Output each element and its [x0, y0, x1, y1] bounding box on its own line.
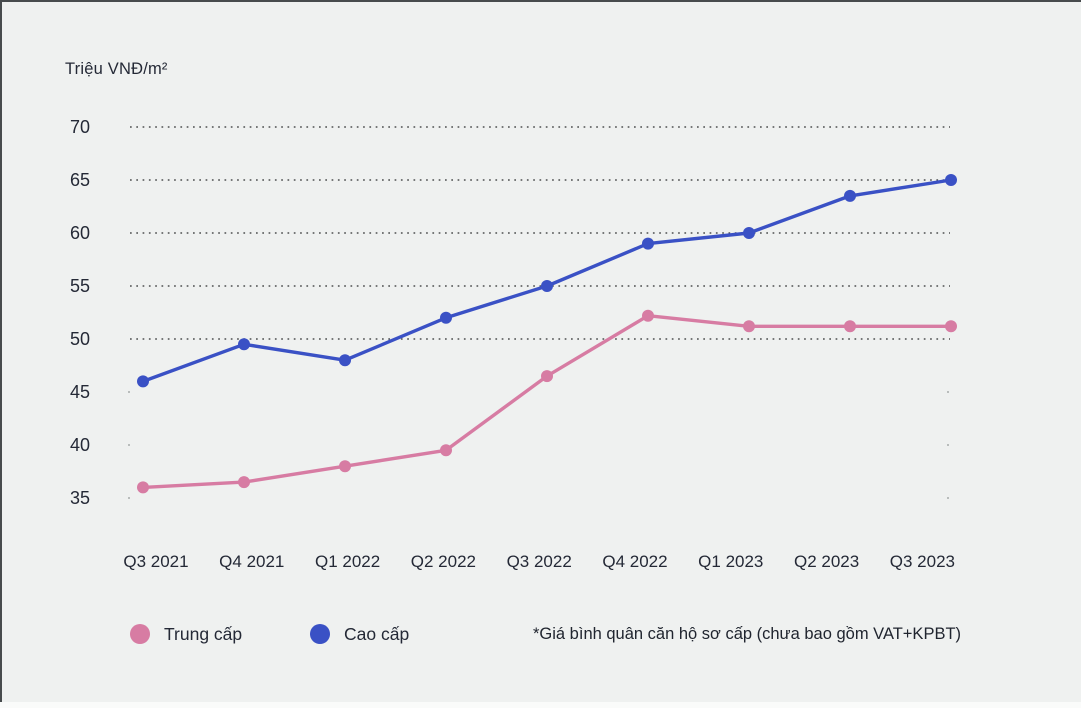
x-axis-label-q4-2022: Q4 2022 — [602, 552, 667, 571]
data-point-trung-cap-q1-2022 — [339, 460, 351, 473]
data-point-trung-cap-q3-2022 — [541, 370, 553, 383]
bottom-strip — [0, 702, 1081, 708]
legend-swatch-cao-cap-icon — [310, 624, 330, 644]
data-point-cao-cap-q1-2022 — [339, 354, 351, 367]
data-point-cao-cap-q2-2023 — [844, 189, 856, 202]
y-axis-tick-label-55: 55 — [70, 276, 90, 296]
x-axis-label-q1-2022: Q1 2022 — [315, 552, 380, 571]
chart-legend: Trung cấp Cao cấp — [0, 622, 1081, 646]
legend-item-cao-cap: Cao cấp — [310, 622, 409, 646]
y-axis-tick-label-45: 45 — [70, 382, 90, 402]
top-frame-border — [0, 0, 1081, 2]
x-axis-label-q2-2023: Q2 2023 — [794, 552, 859, 571]
series-line-trung-cap — [141, 314, 953, 490]
data-point-cao-cap-q3-2022 — [541, 280, 553, 292]
y-axis-tick-label-70: 70 — [70, 117, 90, 137]
data-point-trung-cap-q3-2023 — [945, 320, 957, 333]
y-axis-tick-label-35: 35 — [70, 488, 90, 508]
legend-swatch-trung-cap-icon — [130, 624, 150, 644]
legend-item-trung-cap: Trung cấp — [130, 622, 242, 646]
data-point-cao-cap-q2-2022 — [440, 311, 452, 324]
data-point-cao-cap-q1-2023 — [743, 227, 755, 239]
x-axis-label-q1-2023: Q1 2023 — [698, 552, 763, 571]
data-point-cao-cap-q3-2023 — [945, 174, 957, 186]
y-axis-unit-label: Triệu VNĐ/m² — [65, 60, 168, 78]
data-point-trung-cap-q3-2021 — [137, 481, 149, 494]
data-point-trung-cap-q4-2022 — [642, 309, 654, 322]
left-frame-border — [0, 0, 2, 702]
x-axis-label-q2-2022: Q2 2022 — [411, 552, 476, 571]
data-point-trung-cap-q2-2022 — [440, 444, 452, 457]
chart-footnote: *Giá bình quân căn hộ sơ cấp (chưa bao g… — [533, 625, 962, 643]
data-point-cao-cap-q4-2022 — [642, 237, 654, 250]
data-point-cao-cap-q3-2021 — [137, 375, 149, 388]
x-axis-label-q3-2022: Q3 2022 — [507, 552, 572, 571]
data-point-cao-cap-q4-2021 — [238, 338, 250, 351]
data-point-trung-cap-q4-2021 — [238, 476, 250, 489]
x-axis-label-q3-2023: Q3 2023 — [890, 552, 955, 571]
y-axis-tick-label-50: 50 — [70, 329, 90, 349]
y-axis-tick-label-60: 60 — [70, 223, 90, 243]
line-chart: 70 65 60 55 50 45 40 35 Q3 2021 Q4 2021 Q1 2022 Q2 … — [70, 117, 957, 571]
x-axis-label-q4-2021: Q4 2021 — [219, 552, 284, 571]
legend-label-trung-cap: Trung cấp — [164, 624, 243, 644]
y-axis-tick-label-65: 65 — [70, 170, 90, 190]
y-axis-tick-label-40: 40 — [70, 435, 90, 455]
data-point-trung-cap-q1-2023 — [743, 320, 755, 333]
data-point-trung-cap-q2-2023 — [844, 320, 856, 333]
legend-label-cao-cap: Cao cấp — [344, 624, 410, 644]
x-axis-label-q3-2021: Q3 2021 — [123, 552, 188, 571]
